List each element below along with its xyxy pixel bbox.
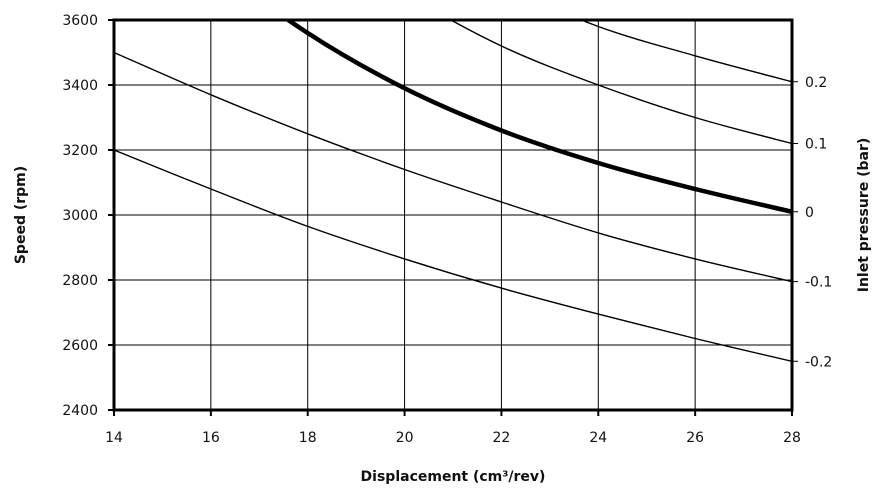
y-tick-label: 2600 [62, 338, 98, 354]
y-axis-ticks: 2400 2600 2800 3000 3200 3400 3600 [62, 13, 114, 419]
series-line-1 [449, 20, 792, 145]
y2-axis-ticks: 0.2 0.1 0 -0.1 -0.2 [792, 75, 832, 370]
series-line-0 [579, 20, 792, 83]
x-tick-label: 24 [589, 430, 607, 446]
y-tick-label: 3600 [62, 13, 98, 29]
x-tick-label: 22 [493, 430, 511, 446]
x-tick-label: 26 [686, 430, 704, 446]
x-axis-ticks: 14 16 18 20 22 24 26 28 [105, 410, 801, 446]
y-tick-label: 2400 [62, 403, 98, 419]
y-axis-title: Speed (rpm) [13, 166, 29, 264]
x-tick-label: 28 [783, 430, 801, 446]
x-axis-title: Displacement (cm³/rev) [361, 469, 546, 485]
y-tick-label: 2800 [62, 273, 98, 289]
series-line-2 [284, 20, 792, 214]
series-line-4 [114, 149, 792, 362]
y2-tick-label: -0.1 [805, 275, 832, 291]
x-tick-label: 14 [105, 430, 123, 446]
series-line-3 [114, 51, 792, 283]
x-tick-label: 18 [299, 430, 317, 446]
series-lines [114, 20, 792, 362]
y-tick-label: 3400 [62, 78, 98, 94]
y2-tick-label: -0.2 [805, 354, 832, 370]
grid-lines [113, 19, 793, 411]
x-tick-label: 20 [396, 430, 414, 446]
y2-axis-title: Inlet pressure (bar) [856, 138, 872, 293]
y2-tick-label: 0.1 [805, 137, 827, 153]
y2-tick-label: 0.2 [805, 75, 827, 91]
y-tick-label: 3200 [62, 143, 98, 159]
x-tick-label: 16 [202, 430, 220, 446]
y-tick-label: 3000 [62, 208, 98, 224]
y2-tick-label: 0 [805, 205, 814, 221]
